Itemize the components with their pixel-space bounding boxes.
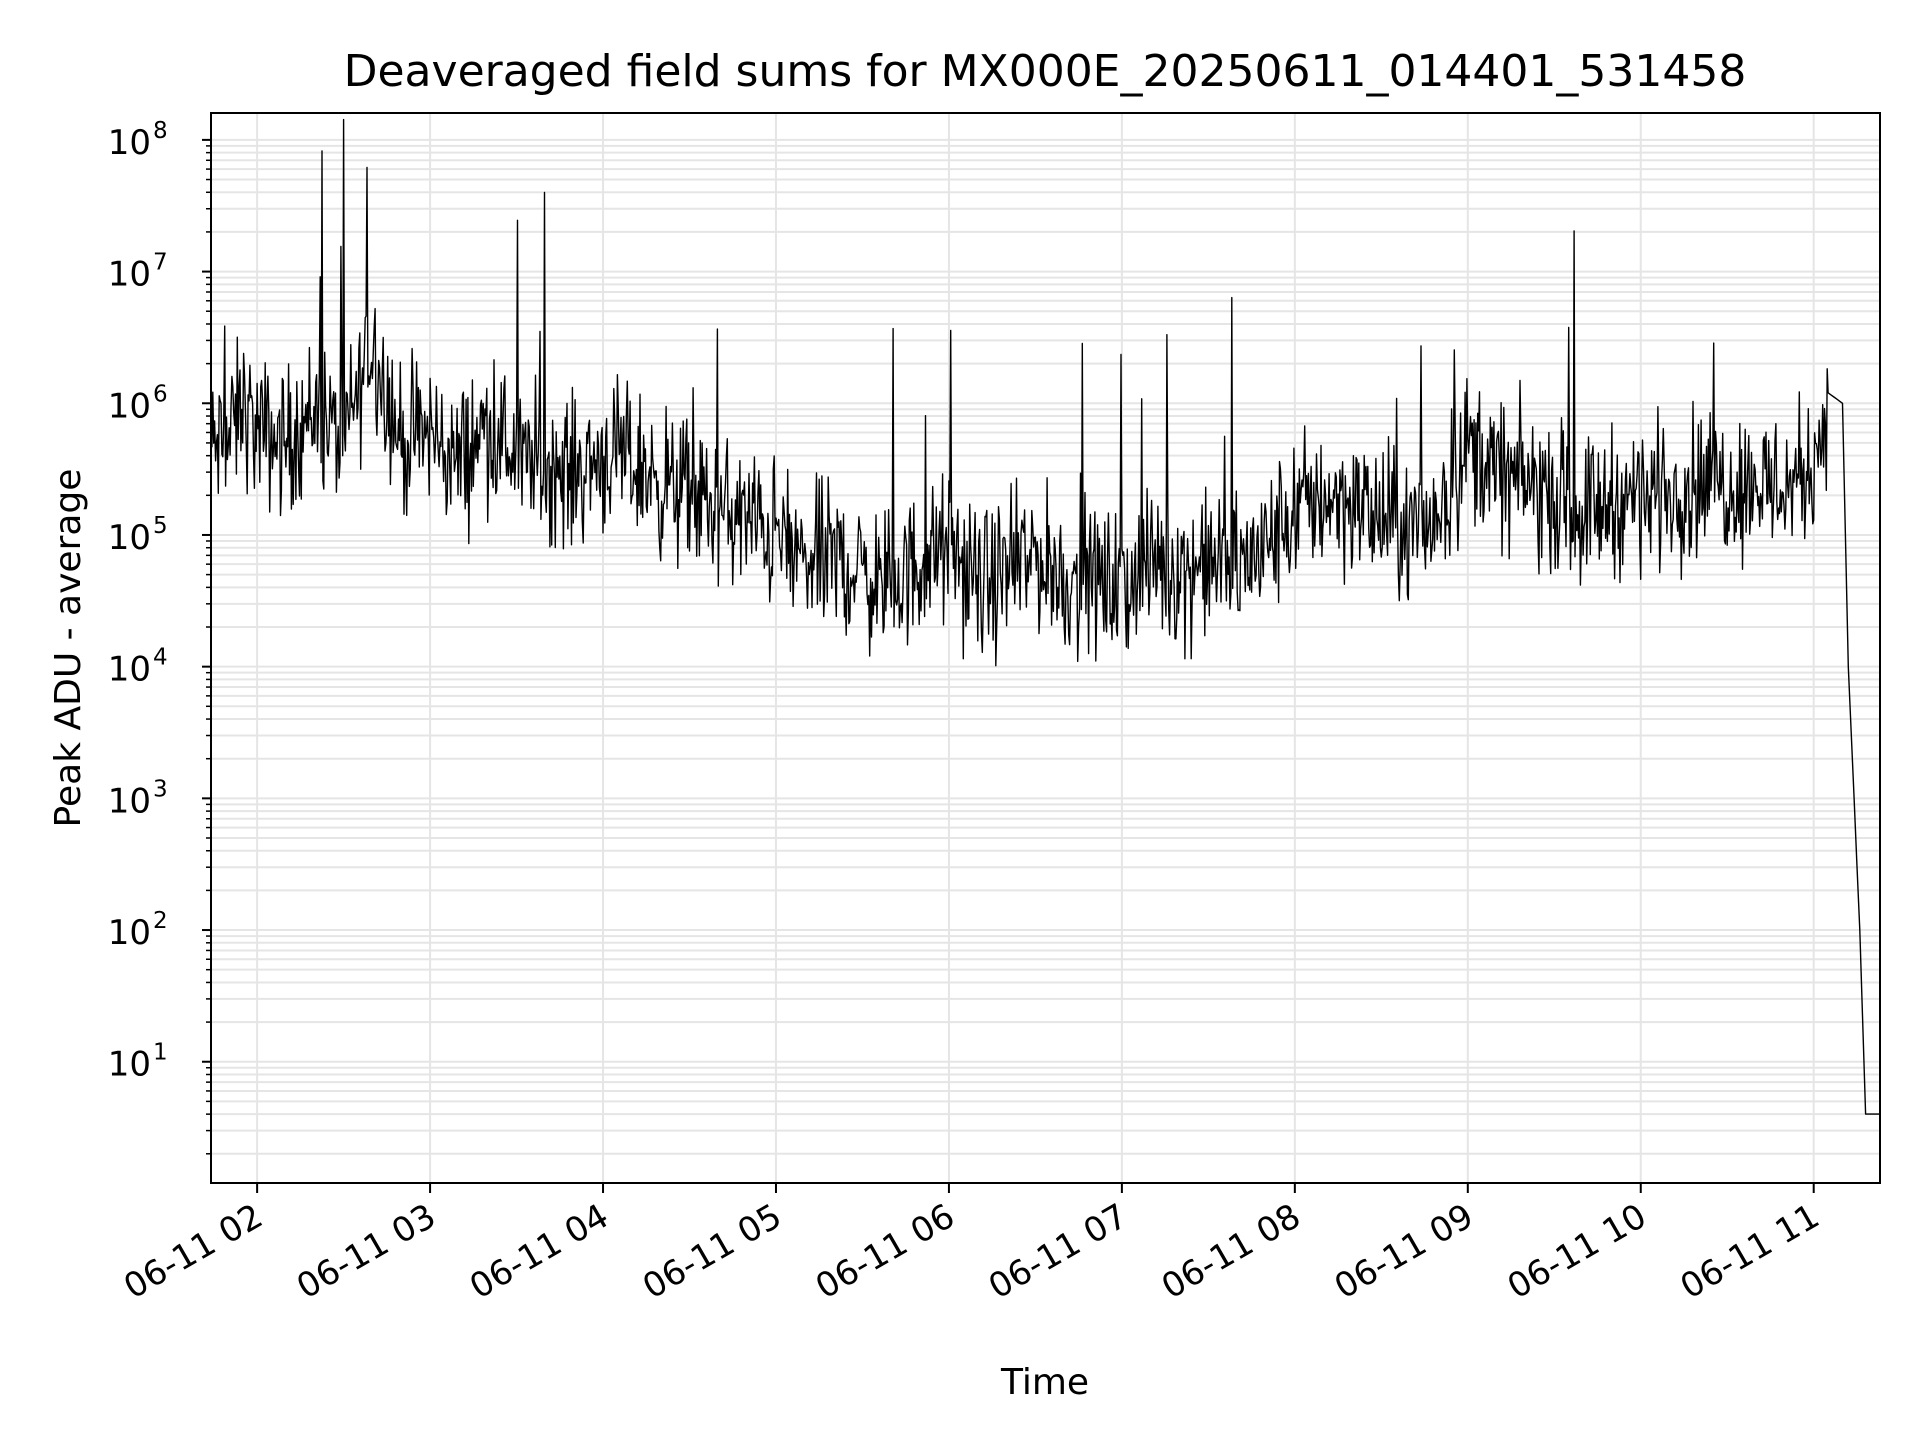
- y-tick-exponent: 5: [153, 513, 168, 539]
- y-tick-exponent: 4: [153, 645, 168, 671]
- y-tick-label: 10: [108, 123, 151, 163]
- y-tick-label: 10: [108, 1045, 151, 1085]
- y-tick-exponent: 2: [153, 908, 168, 934]
- y-tick-label: 10: [108, 255, 151, 295]
- y-tick-exponent: 1: [153, 1040, 168, 1066]
- series-line-group: [210, 118, 1880, 1115]
- y-tick-exponent: 7: [153, 250, 168, 276]
- x-axis-label: Time: [1000, 1362, 1089, 1403]
- y-tick-exponent: 3: [153, 776, 168, 802]
- y-tick-exponent: 6: [153, 381, 168, 407]
- y-tick-label: 10: [108, 781, 151, 821]
- chart-title: Deaveraged field sums for MX000E_2025061…: [344, 46, 1747, 97]
- y-axis-label: Peak ADU - average: [48, 469, 89, 828]
- plot-frame: [210, 112, 1881, 1184]
- y-tick-label: 10: [108, 913, 151, 953]
- y-tick-label: 10: [108, 650, 151, 690]
- series-line: [210, 118, 1880, 1115]
- grid: [211, 113, 1880, 1183]
- y-tick-label: 10: [108, 518, 151, 558]
- y-tick-exponent: 8: [153, 118, 168, 144]
- y-tick-label: 10: [108, 386, 151, 426]
